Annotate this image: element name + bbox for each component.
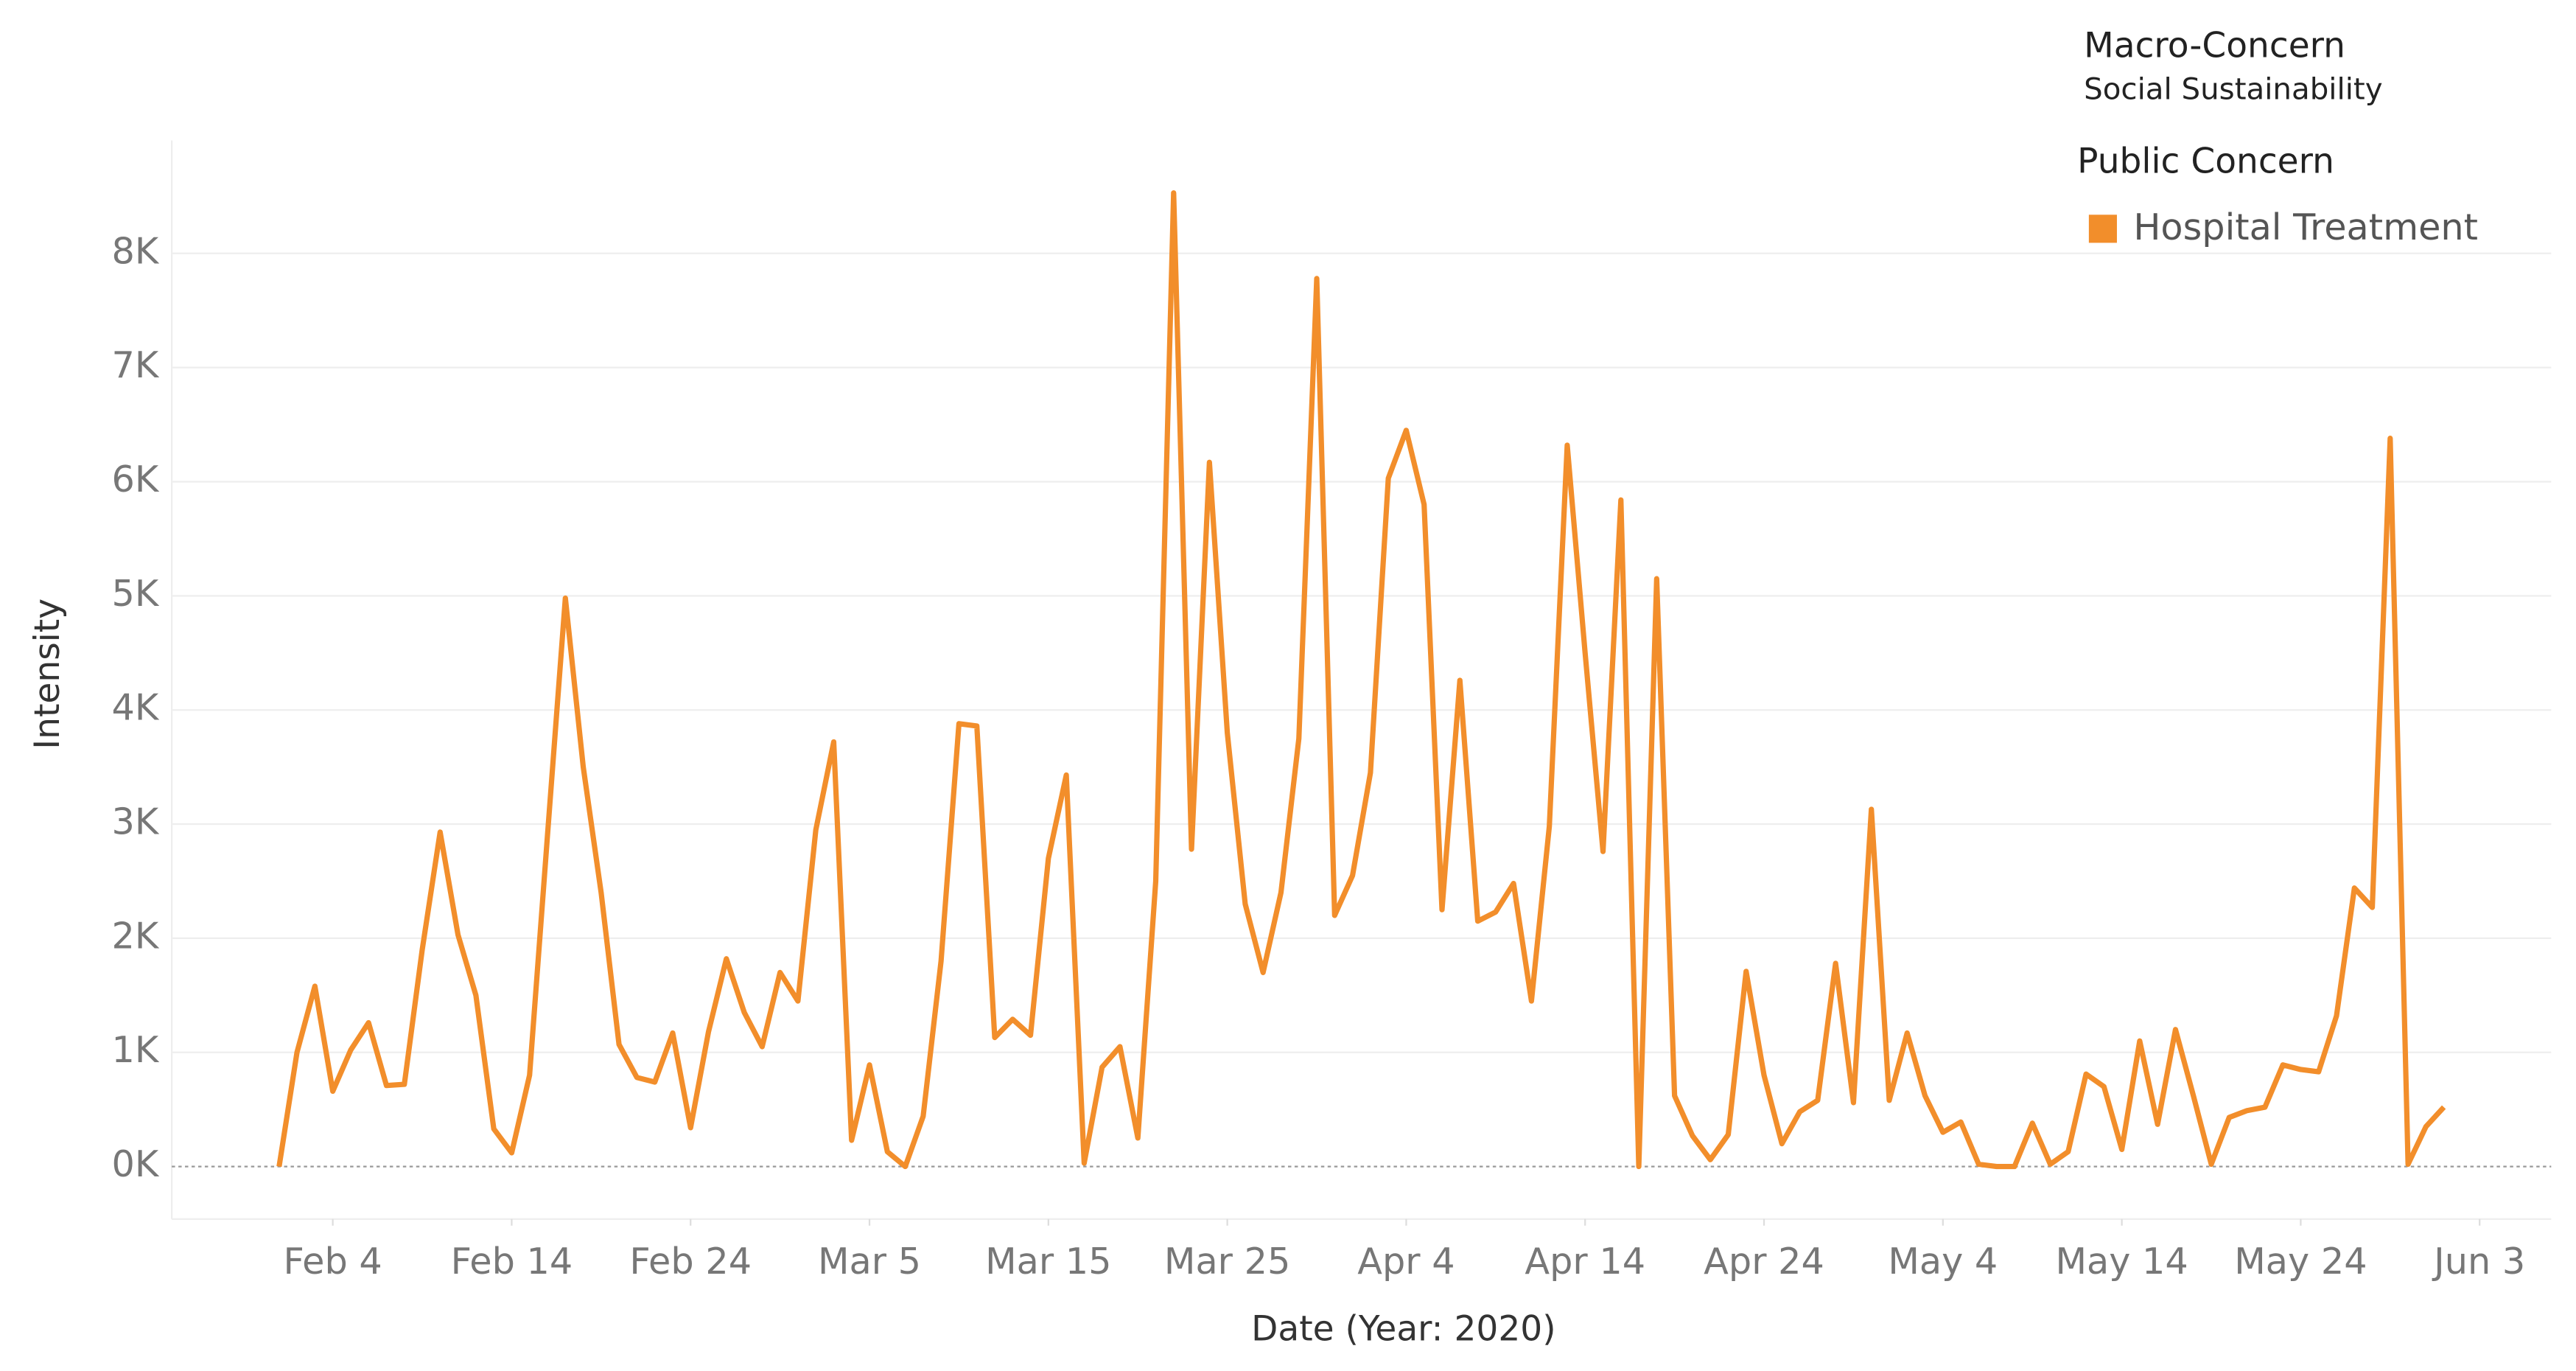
x-tick-label: Feb 4: [283, 1240, 382, 1283]
legend-title: Public Concern: [2077, 141, 2334, 181]
y-tick-label: 3K: [111, 800, 159, 843]
x-axis-title: Date (Year: 2020): [1251, 1309, 1555, 1350]
x-tick-label: Mar 25: [1164, 1240, 1290, 1283]
legend-header: Macro-Concern: [2084, 25, 2345, 66]
legend-swatch: [2088, 214, 2117, 243]
x-tick-label: Feb 14: [451, 1240, 573, 1283]
y-axis-title: Intensity: [27, 599, 68, 750]
y-tick-label: 8K: [111, 229, 159, 272]
legend-label: Hospital Treatment: [2133, 206, 2478, 248]
y-tick-label: 6K: [111, 458, 159, 500]
x-tick-label: May 14: [2055, 1240, 2188, 1283]
legend-subheader: Social Sustainability: [2084, 71, 2382, 106]
y-tick-label: 2K: [111, 914, 159, 957]
x-tick-label: Apr 24: [1704, 1240, 1824, 1283]
y-tick-label: 5K: [111, 572, 159, 615]
y-tick-label: 0K: [111, 1142, 159, 1185]
y-tick-label: 7K: [111, 343, 159, 386]
x-tick-label: Apr 14: [1525, 1240, 1645, 1283]
x-tick-label: May 4: [1888, 1240, 1998, 1283]
x-tick-label: May 24: [2234, 1240, 2367, 1283]
y-tick-label: 4K: [111, 686, 159, 729]
y-tick-label: 1K: [111, 1028, 159, 1071]
series-line: [276, 190, 2446, 1170]
x-tick-label: Feb 24: [629, 1240, 752, 1283]
x-tick-label: Jun 3: [2432, 1240, 2525, 1283]
x-tick-label: Apr 4: [1357, 1240, 1455, 1283]
x-tick-label: Mar 15: [985, 1240, 1111, 1283]
x-tick-label: Mar 5: [818, 1240, 921, 1283]
